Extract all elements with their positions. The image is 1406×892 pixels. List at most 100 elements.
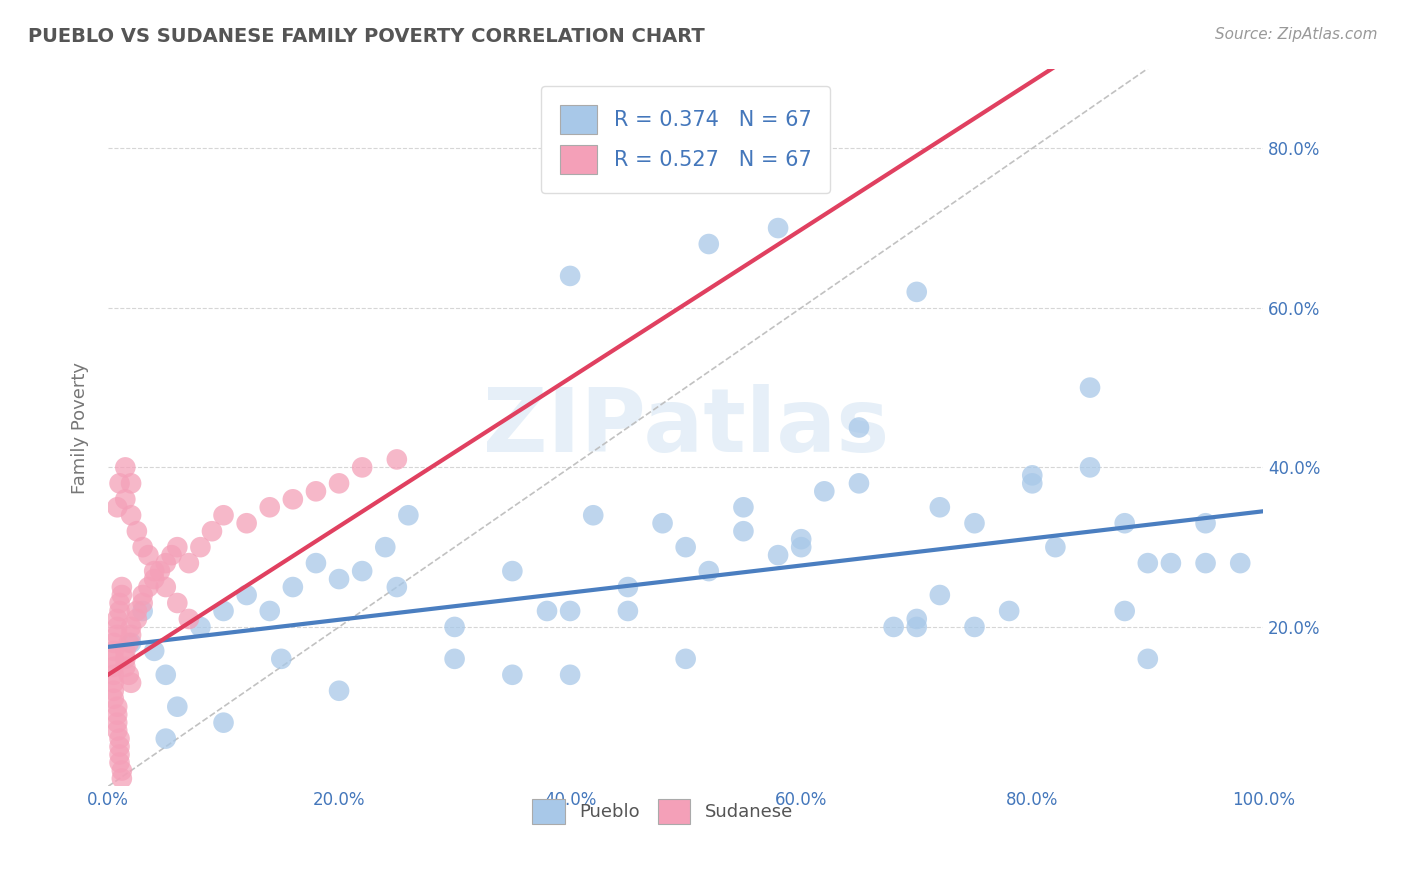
Point [328, 476, 350, 491]
Point [617, 580, 640, 594]
Point [212, 715, 235, 730]
Point [177, 612, 200, 626]
Point [155, 556, 177, 570]
Point [281, 492, 304, 507]
Point [177, 556, 200, 570]
Point [270, 652, 292, 666]
Point [212, 604, 235, 618]
Point [1114, 516, 1136, 531]
Point [385, 580, 408, 594]
Point [131, 588, 153, 602]
Point [1078, 460, 1101, 475]
Point [108, 739, 131, 754]
Point [108, 731, 131, 746]
Point [155, 667, 177, 681]
Point [138, 548, 160, 562]
Point [131, 604, 153, 618]
Point [105, 707, 128, 722]
Point [675, 540, 697, 554]
Point [651, 516, 673, 531]
Point [1078, 381, 1101, 395]
Point [928, 588, 950, 602]
Point [120, 620, 142, 634]
Point [374, 540, 396, 554]
Point [103, 683, 125, 698]
Point [108, 747, 131, 762]
Point [790, 532, 813, 546]
Point [352, 564, 374, 578]
Point [131, 596, 153, 610]
Point [697, 237, 720, 252]
Point [103, 660, 125, 674]
Point [108, 756, 131, 770]
Point [733, 500, 755, 515]
Point [1229, 556, 1251, 570]
Point [155, 580, 177, 594]
Point [766, 221, 789, 235]
Point [103, 675, 125, 690]
Point [103, 636, 125, 650]
Point [766, 548, 789, 562]
Point [108, 596, 131, 610]
Point [259, 500, 281, 515]
Point [131, 540, 153, 554]
Point [138, 580, 160, 594]
Point [733, 524, 755, 539]
Point [697, 564, 720, 578]
Point [201, 524, 224, 539]
Point [328, 683, 350, 698]
Point [558, 604, 581, 618]
Point [813, 484, 835, 499]
Point [235, 516, 257, 531]
Point [166, 540, 188, 554]
Point [111, 772, 134, 786]
Point [118, 667, 141, 681]
Point [143, 644, 166, 658]
Point [120, 476, 142, 491]
Point [1136, 556, 1159, 570]
Point [105, 723, 128, 738]
Point [111, 580, 134, 594]
Point [143, 564, 166, 578]
Point [111, 588, 134, 602]
Legend: Pueblo, Sudanese: Pueblo, Sudanese [522, 788, 804, 835]
Point [125, 604, 148, 618]
Point [998, 604, 1021, 618]
Point [114, 492, 136, 507]
Point [848, 420, 870, 434]
Point [105, 628, 128, 642]
Text: PUEBLO VS SUDANESE FAMILY POVERTY CORRELATION CHART: PUEBLO VS SUDANESE FAMILY POVERTY CORREL… [28, 27, 704, 45]
Point [120, 508, 142, 523]
Point [582, 508, 605, 523]
Point [155, 731, 177, 746]
Point [281, 580, 304, 594]
Point [1194, 556, 1216, 570]
Point [108, 476, 131, 491]
Point [328, 572, 350, 586]
Point [443, 620, 465, 634]
Point [105, 612, 128, 626]
Point [105, 699, 128, 714]
Point [905, 612, 928, 626]
Point [105, 715, 128, 730]
Point [103, 652, 125, 666]
Point [558, 268, 581, 283]
Point [120, 675, 142, 690]
Point [166, 699, 188, 714]
Point [103, 644, 125, 658]
Text: ZIPatlas: ZIPatlas [482, 384, 889, 471]
Y-axis label: Family Poverty: Family Poverty [72, 361, 89, 493]
Point [1021, 476, 1043, 491]
Point [125, 524, 148, 539]
Text: Source: ZipAtlas.com: Source: ZipAtlas.com [1215, 27, 1378, 42]
Point [105, 620, 128, 634]
Point [305, 484, 328, 499]
Point [120, 628, 142, 642]
Point [905, 620, 928, 634]
Point [212, 508, 235, 523]
Point [160, 548, 183, 562]
Point [114, 652, 136, 666]
Point [536, 604, 558, 618]
Point [120, 636, 142, 650]
Point [558, 667, 581, 681]
